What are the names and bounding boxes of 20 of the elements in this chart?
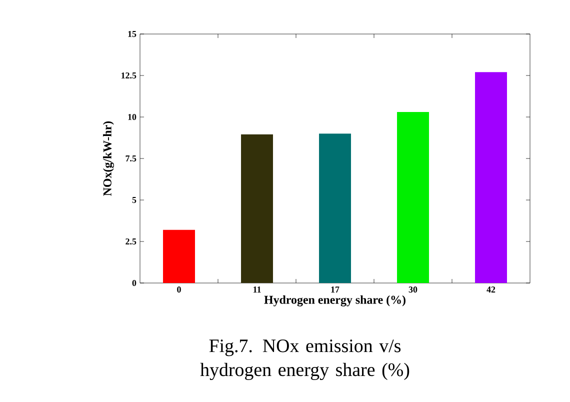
y-tick-label: 15 — [128, 30, 136, 38]
x-tick-label: 11 — [253, 286, 261, 292]
caption: Fig.7. NOx emission v/s hydrogen energy share (%) — [200, 340, 410, 380]
y-tick-label: 12.5 — [122, 72, 136, 79]
y-axis-title: NOx(g/kW-hr) — [103, 121, 114, 196]
bar — [397, 112, 429, 283]
x-tick-label: 17 — [331, 286, 340, 292]
y-tick-label: 2.5 — [126, 238, 136, 245]
y-tick-label: 7.5 — [126, 155, 136, 162]
bar — [319, 134, 351, 283]
y-tick-label: 5 — [132, 197, 136, 203]
bar — [241, 134, 273, 283]
x-tick-label: 42 — [486, 286, 496, 292]
y-tick-label: 0 — [132, 280, 136, 286]
bar — [475, 72, 507, 283]
x-tick-label: 0 — [177, 286, 181, 293]
bar — [163, 230, 195, 283]
x-tick-label: 30 — [408, 286, 418, 293]
y-tick-label: 10 — [128, 114, 136, 120]
x-axis-title: Hydrogen energy share (%) — [264, 295, 406, 306]
